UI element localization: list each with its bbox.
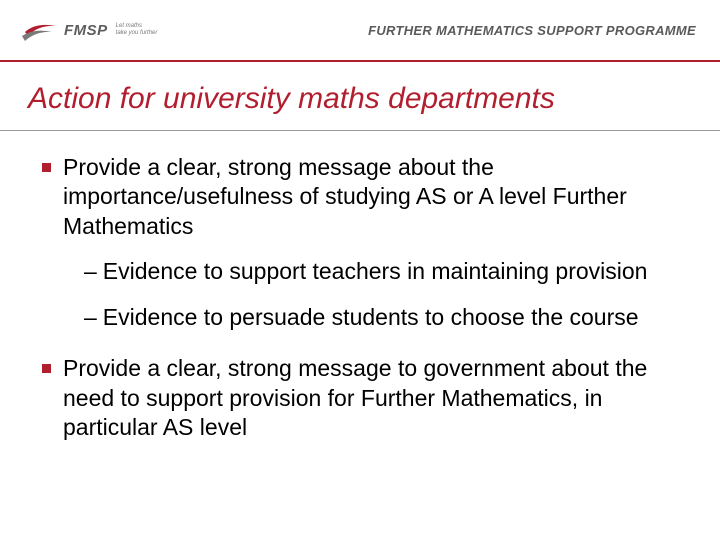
sub-bullet-item: – Evidence to persuade students to choos… xyxy=(84,303,678,332)
bullet-text: Provide a clear, strong message to gover… xyxy=(63,354,678,442)
slide-header: FMSP Let maths take you further FURTHER … xyxy=(0,0,720,62)
sub-bullet-text: Evidence to support teachers in maintain… xyxy=(103,257,648,286)
dash-bullet-icon: – xyxy=(84,257,97,286)
slide-title: Action for university maths departments xyxy=(0,62,720,131)
square-bullet-icon xyxy=(42,364,51,373)
bullet-text: Provide a clear, strong message about th… xyxy=(63,153,678,241)
logo-tagline-line2: take you further xyxy=(116,30,158,37)
logo-text: FMSP xyxy=(64,22,108,39)
fmsp-swoosh-icon xyxy=(22,16,58,44)
logo-area: FMSP Let maths take you further xyxy=(22,16,157,44)
logo-tagline: Let maths take you further xyxy=(116,23,158,36)
sub-bullet-text: Evidence to persuade students to choose … xyxy=(103,303,639,332)
dash-bullet-icon: – xyxy=(84,303,97,332)
programme-title: FURTHER MATHEMATICS SUPPORT PROGRAMME xyxy=(368,23,696,38)
sub-bullet-group: – Evidence to support teachers in mainta… xyxy=(42,257,678,332)
bullet-item: Provide a clear, strong message about th… xyxy=(42,153,678,241)
bullet-item: Provide a clear, strong message to gover… xyxy=(42,354,678,442)
sub-bullet-item: – Evidence to support teachers in mainta… xyxy=(84,257,678,286)
slide-content: Provide a clear, strong message about th… xyxy=(0,131,720,443)
logo-tagline-line1: Let maths xyxy=(116,23,158,30)
square-bullet-icon xyxy=(42,163,51,172)
